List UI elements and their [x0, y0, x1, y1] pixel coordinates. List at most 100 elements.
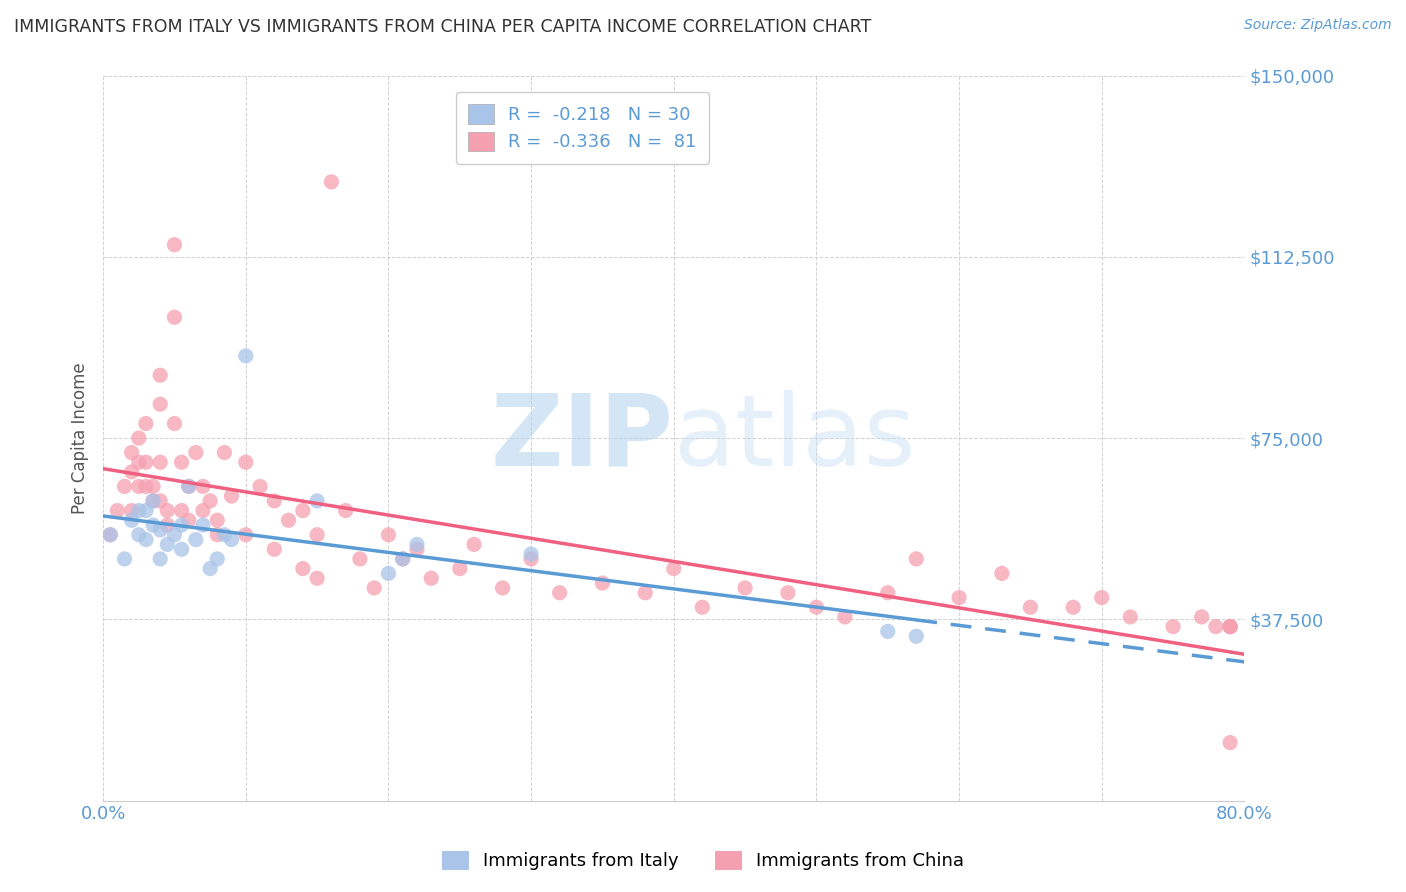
- Point: [221, 489, 243, 503]
- Point: [198, 561, 221, 575]
- Point: [905, 629, 928, 643]
- Point: [156, 537, 179, 551]
- Point: [163, 417, 186, 431]
- Point: [249, 479, 271, 493]
- Text: IMMIGRANTS FROM ITALY VS IMMIGRANTS FROM CHINA PER CAPITA INCOME CORRELATION CHA: IMMIGRANTS FROM ITALY VS IMMIGRANTS FROM…: [14, 18, 872, 36]
- Point: [776, 586, 799, 600]
- Point: [377, 566, 399, 581]
- Point: [142, 494, 165, 508]
- Text: Source: ZipAtlas.com: Source: ZipAtlas.com: [1244, 18, 1392, 32]
- Point: [491, 581, 513, 595]
- Point: [406, 542, 429, 557]
- Point: [1019, 600, 1042, 615]
- Legend: R =  -0.218   N = 30, R =  -0.336   N =  81: R = -0.218 N = 30, R = -0.336 N = 81: [456, 92, 709, 164]
- Point: [121, 465, 143, 479]
- Y-axis label: Per Capita Income: Per Capita Income: [72, 362, 89, 514]
- Point: [391, 552, 413, 566]
- Point: [277, 513, 299, 527]
- Point: [363, 581, 385, 595]
- Point: [98, 527, 121, 541]
- Point: [191, 503, 214, 517]
- Point: [1119, 610, 1142, 624]
- Point: [135, 503, 157, 517]
- Point: [1161, 619, 1184, 633]
- Point: [263, 494, 285, 508]
- Point: [905, 552, 928, 566]
- Point: [149, 397, 172, 411]
- Point: [349, 552, 371, 566]
- Point: [135, 479, 157, 493]
- Point: [177, 479, 200, 493]
- Point: [156, 503, 179, 517]
- Point: [142, 479, 165, 493]
- Point: [177, 479, 200, 493]
- Point: [128, 431, 150, 445]
- Point: [634, 586, 657, 600]
- Point: [221, 533, 243, 547]
- Point: [520, 547, 543, 561]
- Point: [662, 561, 685, 575]
- Point: [214, 527, 236, 541]
- Point: [142, 494, 165, 508]
- Point: [214, 445, 236, 459]
- Point: [149, 455, 172, 469]
- Point: [114, 479, 136, 493]
- Point: [170, 542, 193, 557]
- Point: [321, 175, 343, 189]
- Point: [149, 494, 172, 508]
- Point: [128, 479, 150, 493]
- Point: [335, 503, 357, 517]
- Point: [548, 586, 571, 600]
- Point: [207, 513, 229, 527]
- Point: [163, 527, 186, 541]
- Point: [307, 571, 329, 585]
- Point: [149, 368, 172, 383]
- Point: [291, 561, 314, 575]
- Point: [235, 349, 257, 363]
- Point: [149, 523, 172, 537]
- Point: [170, 503, 193, 517]
- Point: [406, 537, 429, 551]
- Point: [1219, 619, 1241, 633]
- Point: [734, 581, 756, 595]
- Point: [177, 513, 200, 527]
- Point: [163, 237, 186, 252]
- Point: [207, 552, 229, 566]
- Point: [1219, 736, 1241, 750]
- Point: [1219, 619, 1241, 633]
- Point: [184, 533, 207, 547]
- Point: [170, 518, 193, 533]
- Point: [128, 455, 150, 469]
- Point: [121, 513, 143, 527]
- Point: [391, 552, 413, 566]
- Point: [420, 571, 443, 585]
- Point: [135, 533, 157, 547]
- Point: [235, 455, 257, 469]
- Point: [163, 310, 186, 325]
- Point: [307, 494, 329, 508]
- Point: [1205, 619, 1227, 633]
- Point: [184, 445, 207, 459]
- Point: [128, 527, 150, 541]
- Point: [149, 552, 172, 566]
- Point: [948, 591, 970, 605]
- Text: atlas: atlas: [673, 390, 915, 486]
- Point: [307, 527, 329, 541]
- Point: [121, 445, 143, 459]
- Point: [876, 586, 898, 600]
- Point: [876, 624, 898, 639]
- Point: [806, 600, 828, 615]
- Point: [520, 552, 543, 566]
- Point: [135, 417, 157, 431]
- Point: [128, 503, 150, 517]
- Point: [121, 503, 143, 517]
- Point: [114, 552, 136, 566]
- Point: [191, 479, 214, 493]
- Point: [1062, 600, 1084, 615]
- Point: [377, 527, 399, 541]
- Point: [170, 455, 193, 469]
- Point: [142, 518, 165, 533]
- Point: [1219, 619, 1241, 633]
- Point: [991, 566, 1014, 581]
- Legend: Immigrants from Italy, Immigrants from China: Immigrants from Italy, Immigrants from C…: [434, 844, 972, 878]
